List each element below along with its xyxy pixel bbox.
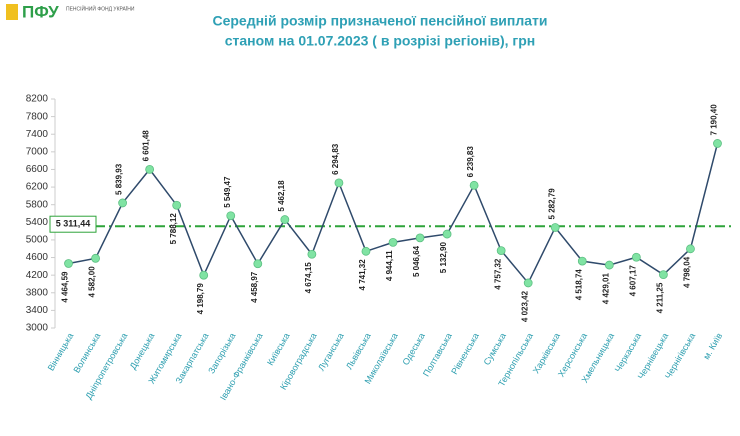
x-tick-label: Волинська: [71, 331, 102, 374]
data-point: [307, 249, 317, 259]
x-tick-label: Луганська: [316, 331, 346, 372]
value-label: 5 549,47: [223, 176, 232, 208]
y-tick-label: 4600: [26, 252, 49, 263]
data-point: [145, 164, 155, 174]
data-point: [577, 256, 587, 266]
y-tick-label: 5000: [26, 235, 49, 246]
value-label: 4 674,15: [304, 262, 313, 294]
data-point: [659, 270, 668, 280]
y-tick-label: 5800: [26, 199, 49, 210]
logo-text: ПЕНСІЙНИЙ ФОНД УКРАЇНИ: [66, 4, 135, 12]
x-tick-label: Львівська: [344, 331, 373, 371]
value-label: 5 839,93: [115, 163, 124, 195]
value-label: 4 607,17: [628, 265, 637, 297]
x-tick-label: м. Київ: [701, 331, 724, 361]
data-point: [91, 253, 100, 263]
x-tick-label: Київська: [265, 331, 292, 367]
value-label: 4 458,97: [250, 271, 259, 303]
value-label: 4 757,32: [493, 258, 502, 290]
value-label: 6 239,83: [466, 146, 475, 178]
x-tick-label: Черкаська: [613, 331, 643, 374]
value-label: 6 601,48: [142, 130, 151, 162]
y-tick-label: 6600: [26, 164, 49, 175]
y-tick-label: 6200: [26, 182, 49, 193]
data-point: [361, 246, 371, 256]
value-label: 4 464,59: [61, 271, 70, 303]
value-label: 5 046,64: [412, 245, 421, 277]
data-point: [172, 200, 182, 210]
value-label: 4 518,74: [574, 269, 583, 301]
y-tick-label: 7800: [26, 111, 49, 122]
data-point: [64, 259, 73, 268]
value-label: 4 211,25: [656, 282, 665, 313]
y-tick-label: 8200: [26, 94, 49, 105]
value-label: 4 798,04: [683, 256, 692, 288]
data-point: [496, 246, 506, 256]
x-tick-label: Сумська: [482, 331, 508, 367]
value-label: 5 282,79: [547, 188, 556, 220]
data-point: [388, 237, 398, 247]
chart-title: станом на 01.07.2023 ( в розрізі регіоні…: [225, 33, 536, 49]
average-label-box: [49, 215, 97, 233]
value-label: 6 294,83: [331, 143, 340, 175]
logo-emblem: [6, 4, 18, 20]
data-point: [226, 211, 236, 221]
y-tick-label: 4200: [26, 270, 49, 281]
value-label: 4 023,42: [520, 290, 529, 322]
data-point: [253, 259, 263, 269]
x-tick-label: Рівненська: [449, 331, 481, 376]
data-point: [686, 244, 695, 254]
data-point: [334, 178, 344, 188]
data-point: [415, 233, 425, 243]
x-tick-label: Одеська: [400, 331, 426, 367]
data-point: [631, 252, 641, 262]
y-tick-label: 5400: [26, 217, 49, 228]
data-point: [469, 180, 479, 190]
y-tick-label: 3400: [26, 305, 49, 316]
x-tick-label: Харківська: [531, 331, 562, 375]
value-label: 5 132,90: [439, 242, 448, 274]
y-tick-label: 7400: [26, 129, 49, 140]
value-label: 7 190,40: [710, 104, 719, 136]
data-point: [523, 278, 533, 288]
value-label: 4 429,01: [601, 273, 610, 305]
chart-title: Середній розмір призначеної пенсійної ви…: [212, 13, 547, 29]
data-point: [604, 260, 614, 270]
value-label: 4 582,00: [88, 266, 97, 298]
data-point: [199, 270, 209, 280]
y-tick-label: 7000: [26, 146, 49, 157]
value-label: 4 944,11: [385, 250, 394, 281]
y-tick-label: 3800: [26, 287, 49, 298]
data-point: [550, 223, 560, 232]
value-label: 5 462,18: [277, 180, 286, 212]
value-label: 5 788,12: [169, 213, 178, 245]
y-tick-label: 3000: [26, 323, 49, 334]
x-tick-label: Донецька: [128, 331, 157, 371]
data-point: [713, 139, 722, 148]
value-label: 4 198,79: [196, 283, 205, 315]
logo-mark: ПФУ: [22, 2, 59, 21]
x-tick-label: Вінницька: [46, 331, 76, 372]
value-label: 4 741,32: [358, 259, 367, 291]
average-label: 5 311,44: [56, 219, 91, 229]
x-tick-label: Запорізька: [206, 331, 237, 375]
data-point: [280, 215, 290, 224]
data-point: [118, 198, 127, 208]
data-point: [442, 229, 452, 239]
